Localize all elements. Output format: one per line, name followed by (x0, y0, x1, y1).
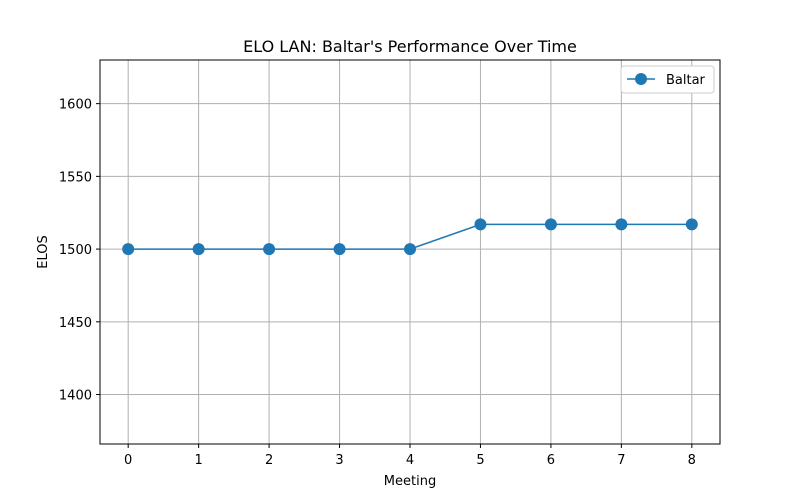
x-tick-label: 0 (124, 453, 132, 468)
legend-marker (635, 73, 647, 85)
y-tick-label: 1500 (59, 243, 92, 258)
data-point (192, 243, 205, 256)
legend: Baltar (620, 65, 715, 94)
x-tick-label: 1 (194, 453, 202, 468)
y-axis-label: ELOS (36, 235, 51, 268)
data-point (122, 243, 135, 256)
data-point (333, 243, 346, 256)
x-axis-label: Meeting (384, 474, 436, 489)
series-baltar (122, 218, 698, 256)
data-point (404, 243, 416, 256)
legend-label: Baltar (666, 73, 706, 88)
y-tick-label: 1550 (59, 170, 92, 185)
data-point (263, 243, 276, 256)
data-point (615, 218, 628, 231)
legend-box (620, 65, 715, 94)
data-point (685, 218, 698, 231)
x-tick-label: 4 (406, 453, 414, 468)
chart-title: ELO LAN: Baltar's Performance Over Time (243, 37, 577, 56)
axis-ticks: 0 1 2 3 4 5 6 7 8 1400 1450 1500 1550 1600 (59, 98, 696, 468)
x-tick-label: 2 (265, 453, 273, 468)
data-point (474, 218, 487, 231)
x-tick-label: 3 (335, 453, 343, 468)
data-point (544, 218, 557, 231)
x-tick-label: 8 (688, 453, 696, 468)
x-tick-label: 6 (547, 453, 555, 468)
x-tick-label: 7 (617, 453, 625, 468)
y-tick-label: 1400 (59, 389, 92, 404)
y-tick-label: 1450 (59, 316, 92, 331)
y-tick-label: 1600 (59, 98, 92, 113)
x-tick-label: 5 (476, 453, 484, 468)
